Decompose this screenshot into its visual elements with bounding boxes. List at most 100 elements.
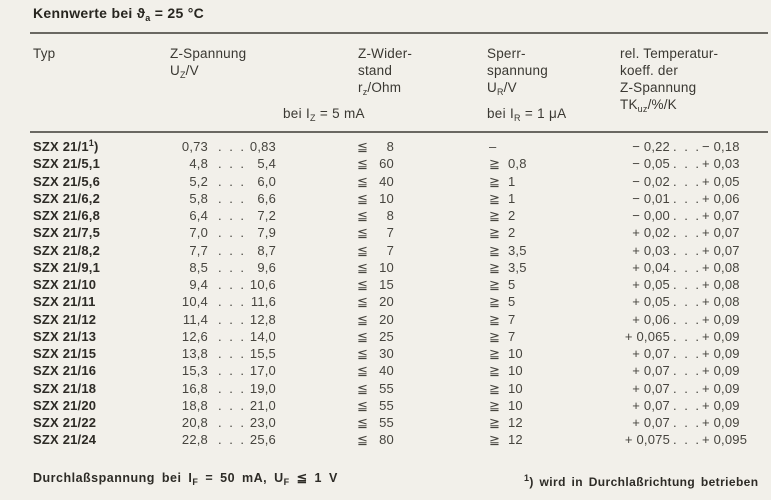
cell-ur-relation: ≧ xyxy=(489,259,501,275)
cell-tk-dots: . . . xyxy=(672,380,702,396)
table-body: SZX 21/11) 0,73 . . . 0,83 ≦ 8 – − 0,22 … xyxy=(0,139,771,450)
cell-rz-value: 15 xyxy=(379,277,394,292)
cell-rz-value: 20 xyxy=(379,294,394,310)
cell-uz-dots: . . . xyxy=(217,328,247,344)
cell-ur-value: 2 xyxy=(508,225,516,241)
cell-ur-value: 12 xyxy=(508,432,523,448)
cell-tk-min: + 0,07 xyxy=(632,380,670,396)
cell-ur-value: 10 xyxy=(508,397,523,413)
cell-tk-max: + 0,09 xyxy=(702,346,740,361)
cell-rz-value: 30 xyxy=(379,346,394,361)
cell-ur-relation: ≧ xyxy=(489,225,501,241)
cell-rz-relation: ≦ xyxy=(357,277,369,292)
cell-tk-dots: . . . xyxy=(672,346,702,361)
page-title: Kennwerte bei ϑa = 25 °C xyxy=(33,5,205,23)
cell-uz-min: 6,4 xyxy=(189,208,208,223)
cell-uz-dots: . . . xyxy=(217,415,247,430)
cell-tk-min: + 0,06 xyxy=(632,311,670,327)
cell-ur-relation: ≧ xyxy=(489,363,501,379)
table-row: SZX 21/7,5 7,0 . . . 7,9 ≦ 7 ≧ 2 + 0,02 … xyxy=(0,225,771,242)
cell-uz-dots: . . . xyxy=(217,242,247,258)
cell-rz-value: 55 xyxy=(379,397,394,413)
cell-rz-value: 10 xyxy=(379,190,394,206)
divider-header xyxy=(30,131,768,133)
cell-tk-dots: . . . xyxy=(672,363,702,379)
cell-ur-value: 0,8 xyxy=(508,156,527,172)
cell-rz-relation: ≦ xyxy=(357,242,369,258)
cell-typ: SZX 21/18 xyxy=(33,380,97,396)
cell-rz-value: 80 xyxy=(379,432,394,448)
cell-tk-dots: . . . xyxy=(672,259,702,275)
cell-tk-max: + 0,03 xyxy=(702,156,740,172)
cell-rz-value: 8 xyxy=(386,208,394,223)
cell-uz-min: 9,4 xyxy=(189,277,208,292)
table-row: SZX 21/12 11,4 . . . 12,8 ≦ 20 ≧ 7 + 0,0… xyxy=(0,312,771,329)
cell-uz-min: 12,6 xyxy=(181,328,208,344)
cell-rz-value: 40 xyxy=(379,363,394,379)
cell-tk-min: + 0,075 xyxy=(624,432,670,448)
cell-uz-min: 15,3 xyxy=(181,363,208,379)
cell-uz-dots: . . . xyxy=(217,432,247,448)
table-row: SZX 21/16 15,3 . . . 17,0 ≦ 40 ≧ 10 + 0,… xyxy=(0,363,771,380)
cell-rz-value: 7 xyxy=(386,242,394,258)
cell-tk-max: + 0,07 xyxy=(702,242,740,258)
cell-rz-relation: ≦ xyxy=(357,311,369,327)
cell-rz-relation: ≦ xyxy=(357,346,369,361)
cell-uz-dots: . . . xyxy=(217,190,247,206)
cell-ur-value: 12 xyxy=(508,415,523,430)
cell-rz-relation: ≦ xyxy=(357,259,369,275)
cell-ur-value: 10 xyxy=(508,346,523,361)
cell-tk-max: + 0,08 xyxy=(702,259,740,275)
cell-ur-relation: ≧ xyxy=(489,156,501,172)
cell-tk-max: + 0,09 xyxy=(702,328,740,344)
cell-typ: SZX 21/16 xyxy=(33,363,97,379)
cell-tk-dots: . . . xyxy=(672,225,702,241)
cell-tk-min: − 0,05 xyxy=(632,156,670,172)
cell-tk-min: − 0,02 xyxy=(632,173,670,189)
cell-tk-min: + 0,03 xyxy=(632,242,670,258)
cell-typ: SZX 21/11 xyxy=(33,294,96,310)
divider-top xyxy=(30,32,768,34)
cell-tk-dots: . . . xyxy=(672,294,702,310)
cell-rz-relation: ≦ xyxy=(357,208,369,223)
cell-tk-max: + 0,06 xyxy=(702,190,740,206)
cell-tk-dots: . . . xyxy=(672,156,702,172)
cell-ur-relation: ≧ xyxy=(489,294,501,310)
cell-uz-max: 25,6 xyxy=(249,432,276,448)
cell-ur-relation: – xyxy=(489,139,497,154)
cell-typ: SZX 21/6,2 xyxy=(33,190,101,206)
cell-ur-value: 1 xyxy=(508,190,516,206)
table-row: SZX 21/10 9,4 . . . 10,6 ≦ 15 ≧ 5 + 0,05… xyxy=(0,277,771,294)
cell-rz-relation: ≦ xyxy=(357,380,369,396)
cell-ur-relation: ≧ xyxy=(489,242,501,258)
cell-uz-max: 6,0 xyxy=(257,173,276,189)
cell-ur-relation: ≧ xyxy=(489,208,501,223)
cell-tk-dots: . . . xyxy=(672,415,702,430)
forward-voltage-note: Durchlaßspannung bei IF = 50 mA, UF ≦ 1 … xyxy=(33,471,338,487)
cell-tk-max: + 0,09 xyxy=(702,363,740,379)
cell-ur-value: 5 xyxy=(508,277,516,292)
cell-tk-min: + 0,05 xyxy=(632,277,670,292)
cell-uz-max: 11,6 xyxy=(250,294,276,310)
cell-tk-max: + 0,09 xyxy=(702,380,740,396)
cell-rz-value: 10 xyxy=(379,259,394,275)
cell-ur-relation: ≧ xyxy=(489,328,501,344)
cell-tk-min: + 0,02 xyxy=(632,225,670,241)
cell-uz-dots: . . . xyxy=(217,363,247,379)
table-row: SZX 21/6,2 5,8 . . . 6,6 ≦ 10 ≧ 1 − 0,01… xyxy=(0,191,771,208)
cell-rz-value: 20 xyxy=(379,311,394,327)
cell-uz-max: 5,4 xyxy=(257,156,276,172)
cell-rz-relation: ≦ xyxy=(357,225,369,241)
cell-rz-relation: ≦ xyxy=(357,397,369,413)
cell-uz-min: 11,4 xyxy=(182,311,208,327)
cell-uz-dots: . . . xyxy=(217,277,247,292)
cell-uz-dots: . . . xyxy=(217,397,247,413)
cell-uz-max: 0,83 xyxy=(249,139,276,154)
cell-ur-value: 3,5 xyxy=(508,259,527,275)
cell-ur-value: 7 xyxy=(508,328,516,344)
table-row: SZX 21/15 13,8 . . . 15,5 ≦ 30 ≧ 10 + 0,… xyxy=(0,346,771,363)
cell-typ: SZX 21/20 xyxy=(33,397,97,413)
cell-rz-relation: ≦ xyxy=(357,294,369,310)
cell-uz-min: 22,8 xyxy=(181,432,208,448)
